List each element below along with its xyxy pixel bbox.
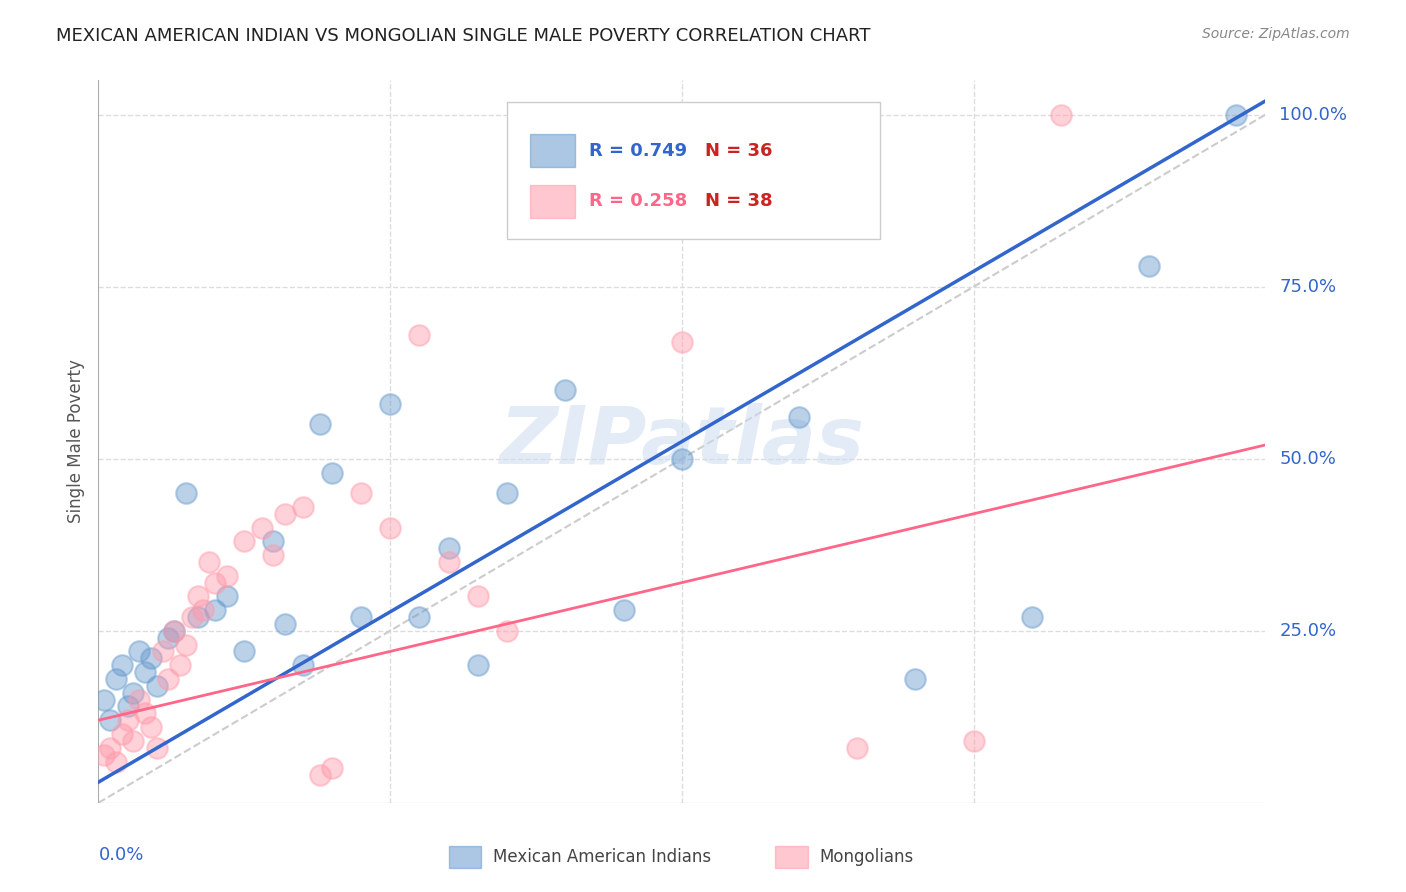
- Point: [321, 761, 343, 775]
- Point: [262, 534, 284, 549]
- Point: [554, 383, 576, 397]
- Point: [104, 755, 127, 769]
- Point: [169, 658, 191, 673]
- Point: [321, 466, 343, 480]
- Text: N = 36: N = 36: [706, 142, 773, 160]
- Point: [467, 658, 489, 673]
- FancyBboxPatch shape: [775, 847, 808, 868]
- Text: N = 38: N = 38: [706, 193, 773, 211]
- Point: [204, 575, 226, 590]
- Point: [117, 699, 139, 714]
- Point: [437, 555, 460, 569]
- Point: [309, 417, 332, 432]
- Point: [198, 555, 221, 569]
- Point: [146, 740, 169, 755]
- Point: [787, 410, 810, 425]
- Point: [215, 590, 238, 604]
- Point: [671, 334, 693, 349]
- Point: [233, 644, 256, 658]
- Point: [496, 624, 519, 638]
- Point: [134, 706, 156, 721]
- Point: [157, 672, 180, 686]
- Point: [380, 520, 402, 534]
- Text: Mongolians: Mongolians: [820, 848, 914, 866]
- Point: [98, 713, 121, 727]
- Text: Mexican American Indians: Mexican American Indians: [494, 848, 711, 866]
- Point: [187, 610, 209, 624]
- Text: 0.0%: 0.0%: [98, 847, 143, 864]
- Point: [215, 568, 238, 582]
- Point: [98, 740, 121, 755]
- Point: [111, 727, 134, 741]
- Point: [163, 624, 186, 638]
- Text: Source: ZipAtlas.com: Source: ZipAtlas.com: [1202, 27, 1350, 41]
- Point: [350, 610, 373, 624]
- Point: [274, 507, 297, 521]
- Point: [134, 665, 156, 679]
- Point: [128, 692, 150, 706]
- Text: 75.0%: 75.0%: [1279, 277, 1337, 296]
- Point: [152, 644, 174, 658]
- Point: [139, 651, 162, 665]
- Point: [496, 486, 519, 500]
- FancyBboxPatch shape: [530, 135, 575, 167]
- Point: [163, 624, 186, 638]
- Point: [139, 720, 162, 734]
- Point: [111, 658, 134, 673]
- Point: [1225, 108, 1247, 122]
- Point: [187, 590, 209, 604]
- Point: [174, 486, 197, 500]
- Point: [93, 692, 115, 706]
- Point: [250, 520, 273, 534]
- Point: [233, 534, 256, 549]
- Point: [846, 740, 869, 755]
- FancyBboxPatch shape: [508, 102, 880, 239]
- Point: [128, 644, 150, 658]
- Point: [157, 631, 180, 645]
- Point: [174, 638, 197, 652]
- Point: [291, 500, 314, 514]
- Point: [93, 747, 115, 762]
- Point: [104, 672, 127, 686]
- Text: 100.0%: 100.0%: [1279, 105, 1347, 124]
- Text: ZIPatlas: ZIPatlas: [499, 402, 865, 481]
- Y-axis label: Single Male Poverty: Single Male Poverty: [66, 359, 84, 524]
- Point: [380, 397, 402, 411]
- Point: [1021, 610, 1043, 624]
- Point: [274, 616, 297, 631]
- Point: [1050, 108, 1073, 122]
- Text: MEXICAN AMERICAN INDIAN VS MONGOLIAN SINGLE MALE POVERTY CORRELATION CHART: MEXICAN AMERICAN INDIAN VS MONGOLIAN SIN…: [56, 27, 870, 45]
- Point: [1137, 259, 1160, 273]
- Point: [204, 603, 226, 617]
- Point: [671, 451, 693, 466]
- Point: [193, 603, 215, 617]
- Point: [467, 590, 489, 604]
- Point: [408, 610, 430, 624]
- Text: R = 0.749: R = 0.749: [589, 142, 686, 160]
- Point: [350, 486, 373, 500]
- Text: R = 0.258: R = 0.258: [589, 193, 686, 211]
- Point: [122, 686, 145, 700]
- Point: [262, 548, 284, 562]
- Point: [122, 734, 145, 748]
- Point: [291, 658, 314, 673]
- Point: [309, 768, 332, 782]
- FancyBboxPatch shape: [449, 847, 481, 868]
- Point: [146, 679, 169, 693]
- Point: [962, 734, 984, 748]
- FancyBboxPatch shape: [530, 185, 575, 218]
- Point: [612, 603, 634, 617]
- Point: [904, 672, 927, 686]
- Point: [408, 327, 430, 342]
- Point: [437, 541, 460, 556]
- Text: 25.0%: 25.0%: [1279, 622, 1337, 640]
- Text: 50.0%: 50.0%: [1279, 450, 1336, 467]
- Point: [117, 713, 139, 727]
- Point: [180, 610, 202, 624]
